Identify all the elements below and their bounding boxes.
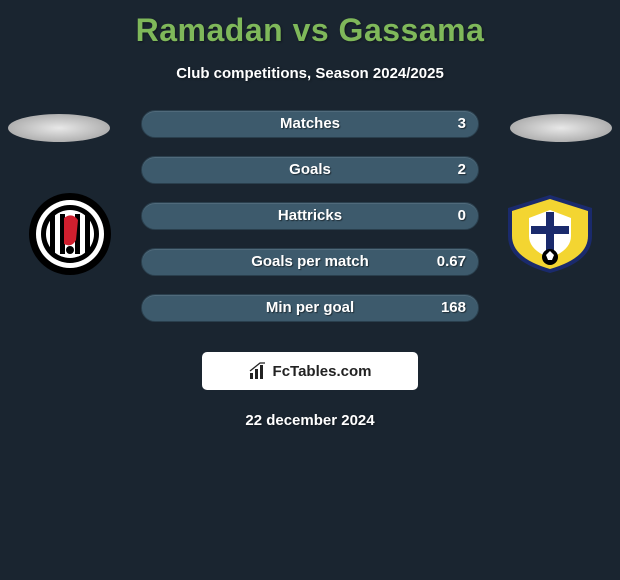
stat-right-value: 0.67 xyxy=(437,253,466,270)
stat-row: Matches 3 xyxy=(141,110,479,138)
stat-row: Goals per match 0.67 xyxy=(141,248,479,276)
page-subtitle: Club competitions, Season 2024/2025 xyxy=(0,65,620,82)
player-shadow-left xyxy=(8,114,110,142)
page-title: Ramadan vs Gassama xyxy=(0,0,620,49)
stat-right-value: 2 xyxy=(458,161,466,178)
stat-right-value: 3 xyxy=(458,115,466,132)
stats-list: Matches 3 Goals 2 Hattricks 0 Goals per … xyxy=(141,110,479,322)
player-shadow-right xyxy=(510,114,612,142)
comparison-content: Matches 3 Goals 2 Hattricks 0 Goals per … xyxy=(0,110,620,429)
stat-row: Min per goal 168 xyxy=(141,294,479,322)
team-crest-left xyxy=(20,192,120,276)
stat-label: Matches xyxy=(142,115,478,132)
source-badge: FcTables.com xyxy=(202,352,418,390)
team-crest-right xyxy=(500,192,600,276)
stat-label: Goals per match xyxy=(142,253,478,270)
stat-row: Hattricks 0 xyxy=(141,202,479,230)
stat-right-value: 0 xyxy=(458,207,466,224)
stat-row: Goals 2 xyxy=(141,156,479,184)
stat-label: Hattricks xyxy=(142,207,478,224)
stat-label: Min per goal xyxy=(142,299,478,316)
source-brand: FcTables.com xyxy=(273,363,372,380)
stat-right-value: 168 xyxy=(441,299,466,316)
chart-icon xyxy=(249,362,267,380)
stat-label: Goals xyxy=(142,161,478,178)
snapshot-date: 22 december 2024 xyxy=(0,412,620,429)
